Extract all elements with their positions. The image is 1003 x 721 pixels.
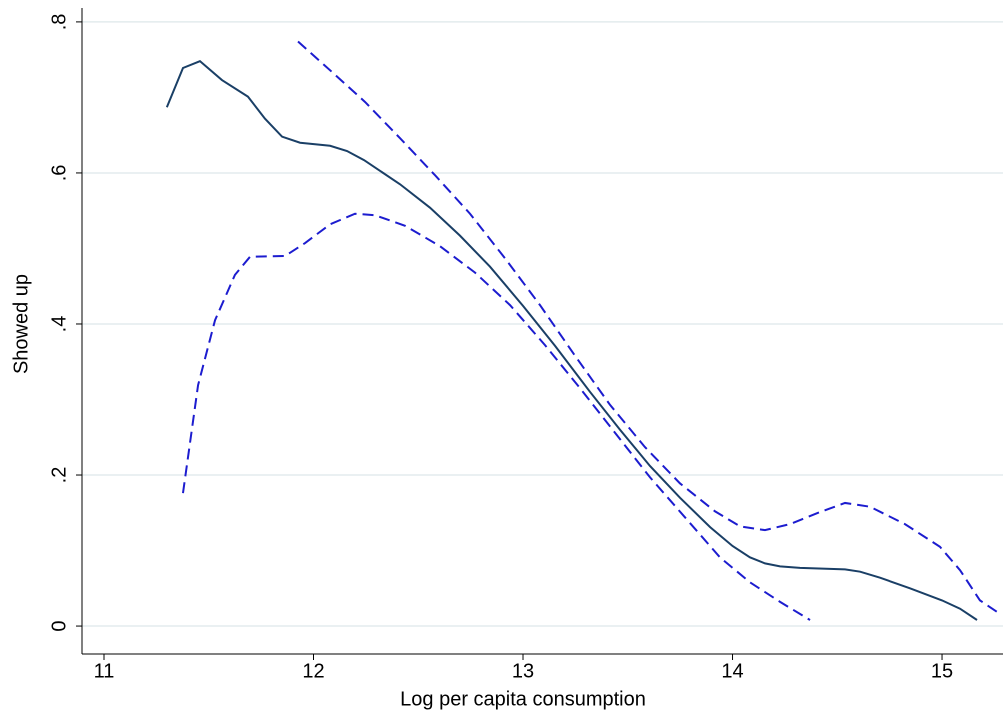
x-tick-label: 15 <box>931 660 953 682</box>
line <box>181 212 811 621</box>
x-tick-label: 14 <box>721 660 743 682</box>
y-tick-label: .6 <box>48 165 70 182</box>
x-axis-title: Log per capita consumption <box>400 688 646 710</box>
y-tick-label: .4 <box>48 316 70 333</box>
y-axis-title: Showed up <box>10 274 32 374</box>
x-tick-label: 11 <box>94 660 115 682</box>
line <box>165 60 978 621</box>
y-tick-label: .8 <box>48 14 70 31</box>
y-tick-label: 0 <box>48 620 70 631</box>
x-tick-label: 13 <box>512 660 534 682</box>
x-tick-label: 12 <box>302 660 324 682</box>
y-tick-label: .2 <box>48 467 70 484</box>
line <box>297 40 1001 615</box>
